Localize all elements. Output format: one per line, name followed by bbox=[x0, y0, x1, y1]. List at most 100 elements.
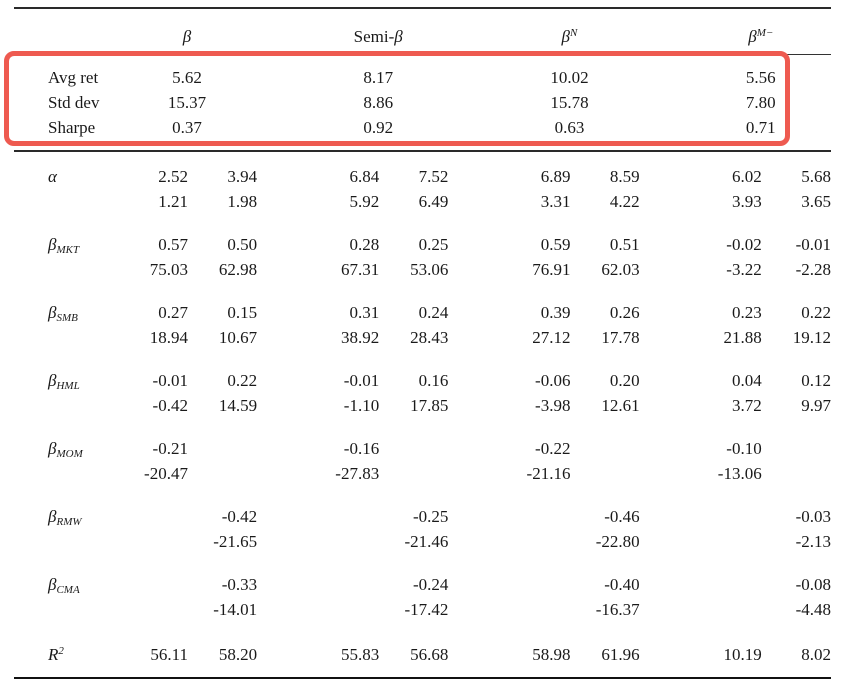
row-label: Std dev bbox=[48, 93, 100, 112]
value-cell bbox=[499, 486, 570, 529]
column-gap bbox=[640, 9, 691, 55]
value-cell: -17.42 bbox=[404, 600, 449, 619]
row-label: βRMW bbox=[14, 486, 117, 529]
table-top-rule bbox=[14, 7, 831, 9]
column-gap bbox=[448, 393, 499, 418]
value-cell: 17.78 bbox=[601, 328, 640, 347]
value-cell: 0.22 bbox=[801, 303, 831, 322]
regression-table: α 2.52 3.94 6.84 7.52 6.89 8.59 6.02 5.68 1.21 1.9… bbox=[14, 152, 831, 677]
value-cell bbox=[117, 597, 188, 622]
column-gap bbox=[640, 418, 691, 461]
column-gap bbox=[448, 9, 499, 55]
column-gap bbox=[257, 90, 308, 115]
value-cell: -2.13 bbox=[795, 532, 831, 551]
value-cell: 6.89 bbox=[540, 167, 571, 186]
column-gap bbox=[640, 55, 691, 91]
value-cell bbox=[379, 461, 448, 486]
value-cell: -0.22 bbox=[535, 439, 571, 458]
tstat-row: -21.65 -21.46 -22.80 -2.13 bbox=[14, 529, 831, 554]
value-cell: 62.98 bbox=[218, 260, 258, 279]
value-cell: 0.27 bbox=[158, 303, 188, 322]
column-gap bbox=[640, 350, 691, 393]
coefficient-row: βCMA -0.33 -0.24 -0.40 -0.08 bbox=[14, 554, 831, 597]
value-cell: 0.22 bbox=[227, 371, 258, 390]
value-cell: 0.20 bbox=[609, 371, 640, 390]
column-gap bbox=[257, 214, 308, 257]
value-cell: 1.21 bbox=[158, 192, 188, 211]
coefficient-subscript: MKT bbox=[56, 244, 80, 256]
value-cell: -0.01 bbox=[795, 235, 831, 254]
row-label: βCMA bbox=[14, 554, 117, 597]
column-gap bbox=[640, 486, 691, 529]
column-gap bbox=[448, 90, 499, 115]
value-cell bbox=[762, 461, 831, 486]
row-label: R2 bbox=[14, 622, 117, 677]
value-cell bbox=[117, 554, 188, 597]
value-cell: 61.96 bbox=[601, 645, 640, 664]
coefficient-row: βHML -0.01 0.22 -0.01 0.16 -0.06 0.20 0.04 0.12 bbox=[14, 350, 831, 393]
column-gap bbox=[448, 325, 499, 350]
row-label bbox=[14, 393, 117, 418]
summary-value-cell: 8.17 bbox=[363, 68, 394, 87]
column-gap bbox=[257, 189, 308, 214]
value-cell: 0.39 bbox=[540, 303, 571, 322]
coefficient-subscript: SMB bbox=[56, 312, 78, 324]
value-cell bbox=[570, 418, 639, 461]
value-cell: 3.93 bbox=[731, 192, 762, 211]
summary-value-cell: 5.62 bbox=[172, 68, 202, 87]
summary-row: Sharpe 0.37 0.92 0.63 0.71 bbox=[14, 115, 831, 150]
column-gap bbox=[640, 152, 691, 189]
value-cell: -0.42 bbox=[152, 396, 188, 415]
column-gap bbox=[448, 350, 499, 393]
column-gap bbox=[448, 115, 499, 150]
value-cell: 7.52 bbox=[418, 167, 449, 186]
value-cell: 0.51 bbox=[609, 235, 640, 254]
coefficient-symbol: β bbox=[48, 575, 57, 594]
summary-stats-section: Avg ret 5.62 8.17 10.02 5.56 Std dev 15.37 8.86… bbox=[14, 55, 831, 151]
column-gap bbox=[448, 597, 499, 622]
value-cell bbox=[691, 554, 762, 597]
beta-symbol: β bbox=[182, 27, 192, 46]
value-cell: 18.94 bbox=[149, 328, 188, 347]
tstat-row: -14.01 -17.42 -16.37 -4.48 bbox=[14, 597, 831, 622]
value-cell: -21.16 bbox=[526, 464, 571, 483]
column-gap bbox=[640, 115, 691, 150]
column-gap bbox=[257, 393, 308, 418]
column-gap bbox=[448, 152, 499, 189]
coefficient-subscript: CMA bbox=[56, 584, 80, 596]
value-cell bbox=[117, 529, 188, 554]
value-cell: 53.06 bbox=[410, 260, 449, 279]
value-cell: 6.49 bbox=[418, 192, 449, 211]
row-label bbox=[14, 325, 117, 350]
column-gap bbox=[640, 189, 691, 214]
value-cell: 4.22 bbox=[609, 192, 640, 211]
summary-value-cell: 5.56 bbox=[745, 68, 776, 87]
summary-value-cell: 0.71 bbox=[745, 118, 776, 137]
value-cell: -0.01 bbox=[152, 371, 188, 390]
value-cell: 28.43 bbox=[410, 328, 449, 347]
value-cell: 0.23 bbox=[731, 303, 762, 322]
tstat-row: 1.21 1.98 5.92 6.49 3.31 4.22 3.93 3.65 bbox=[14, 189, 831, 214]
row-label bbox=[14, 461, 117, 486]
value-cell: -0.25 bbox=[412, 507, 449, 526]
value-cell bbox=[499, 529, 570, 554]
summary-value-cell: 7.80 bbox=[745, 93, 776, 112]
column-group-header: β bbox=[116, 9, 258, 55]
column-group-header: βN bbox=[499, 9, 640, 55]
column-gap bbox=[640, 597, 691, 622]
row-label: βMKT bbox=[14, 214, 117, 257]
column-gap bbox=[448, 554, 499, 597]
column-gap bbox=[448, 189, 499, 214]
value-cell: 0.50 bbox=[227, 235, 258, 254]
column-gap bbox=[257, 622, 308, 677]
value-cell: 0.16 bbox=[418, 371, 449, 390]
value-cell: 0.12 bbox=[801, 371, 831, 390]
value-cell: -0.24 bbox=[412, 575, 449, 594]
column-gap bbox=[640, 214, 691, 257]
value-cell bbox=[499, 554, 570, 597]
value-cell: 0.26 bbox=[609, 303, 640, 322]
column-gap bbox=[448, 622, 499, 677]
coefficient-subscript: RMW bbox=[56, 516, 82, 528]
row-label: βSMB bbox=[14, 282, 117, 325]
value-cell: -22.80 bbox=[595, 532, 640, 551]
